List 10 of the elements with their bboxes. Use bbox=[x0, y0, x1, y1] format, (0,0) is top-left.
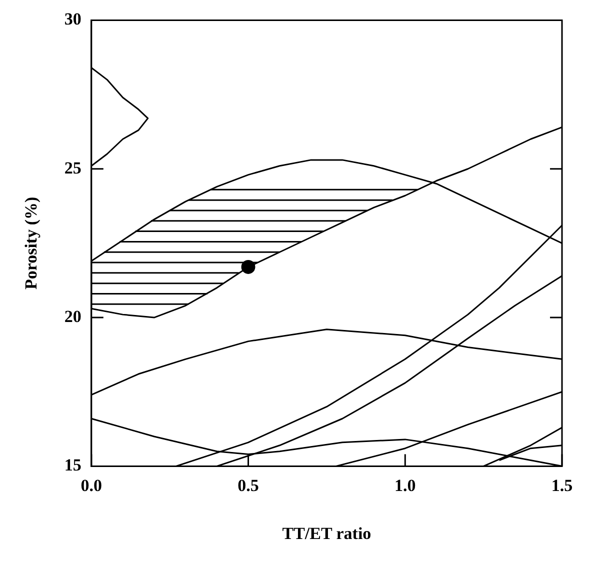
y-axis-title: Porosity (%) bbox=[22, 196, 41, 290]
y-tick-label: 25 bbox=[64, 158, 82, 178]
y-tick-label: 20 bbox=[64, 306, 82, 326]
x-tick-label: 0.5 bbox=[238, 476, 259, 495]
x-tick-label: 1.0 bbox=[394, 476, 416, 495]
x-axis-title: TT/ET ratio bbox=[282, 524, 372, 544]
y-tick-label: 15 bbox=[64, 456, 82, 475]
y-tick-label: 30 bbox=[64, 10, 82, 29]
x-tick-label: 1.5 bbox=[551, 476, 573, 495]
x-tick-label: 0.0 bbox=[80, 476, 102, 495]
